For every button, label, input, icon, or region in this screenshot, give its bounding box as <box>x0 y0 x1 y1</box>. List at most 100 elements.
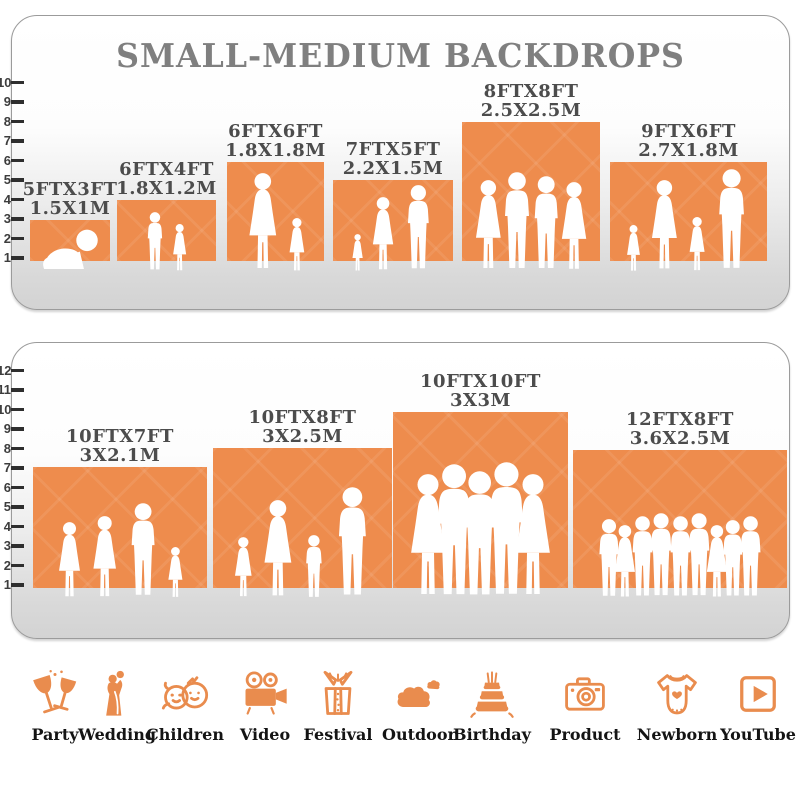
man-silhouette <box>689 513 710 596</box>
category-label: Festival <box>303 725 373 744</box>
bottom-ruler-number: 6 <box>3 479 11 495</box>
people-silhouettes <box>227 173 324 272</box>
category-birthday: Birthday <box>444 668 540 744</box>
backdrop-size-label: 9FTX6FT 2.7X1.8M <box>579 122 799 160</box>
man-silhouette <box>599 519 619 596</box>
top-ruler-tick <box>11 178 24 182</box>
top-ruler-tick <box>11 197 24 202</box>
wedding-icon <box>106 670 124 716</box>
size-feet: 10FTX8FT <box>248 407 357 428</box>
festival-icon <box>323 670 353 715</box>
backdrop-block <box>227 162 324 270</box>
bottom-ruler-number: 10 <box>0 401 12 417</box>
top-ruler-tick <box>11 119 24 124</box>
category-wedding: Wedding <box>69 668 165 744</box>
top-ruler-number: 3 <box>3 211 11 226</box>
woman-silhouette <box>264 499 292 596</box>
category-newborn: Newborn <box>629 668 725 744</box>
bottom-ruler-tick <box>11 407 24 412</box>
top-ruler-tick <box>11 217 24 221</box>
size-meters: 3X3M <box>450 390 511 411</box>
video-icon <box>245 671 287 715</box>
top-ruler-number: 6 <box>3 152 11 168</box>
backdrop-size-label: 7FTX5FT 2.2X1.5M <box>283 140 503 178</box>
size-meters: 2.2X1.5M <box>342 158 444 179</box>
category-label: Video <box>239 725 291 744</box>
newborn-icon <box>657 674 697 715</box>
bottom-ruler-tick <box>11 466 24 470</box>
man-silhouette <box>670 516 691 596</box>
bottom-ruler-tick <box>11 485 24 490</box>
size-feet: 9FTX6FT <box>641 121 736 142</box>
size-meters: 3X2.5M <box>262 426 343 447</box>
size-feet: 10FTX7FT <box>66 426 174 447</box>
product-icon <box>565 677 605 711</box>
bottom-ruler-number: 1 <box>3 577 11 592</box>
bottom-ruler-tick <box>11 368 24 373</box>
people-silhouettes <box>333 185 453 272</box>
size-feet: 6FTX4FT <box>119 159 214 180</box>
people-silhouettes <box>213 487 392 599</box>
top-ruler-tick <box>11 100 24 104</box>
man-silhouette <box>437 463 471 594</box>
man-silhouette <box>338 487 366 595</box>
category-label: YouTube <box>720 725 796 744</box>
category-label: Product <box>549 725 621 744</box>
backdrop-size-label: 8FTX8FT 2.5X2.5M <box>421 82 641 120</box>
backdrop-size-label: 6FTX4FT 1.8X1.2M <box>57 160 277 198</box>
size-meters: 2.5X2.5M <box>480 100 582 121</box>
top-ruler-number: 1 <box>3 250 11 265</box>
people-silhouettes <box>573 513 787 599</box>
woman-silhouette <box>373 196 394 269</box>
woman-silhouette <box>615 524 636 597</box>
category-children: Children <box>137 668 233 744</box>
party-icon <box>33 670 77 714</box>
category-label: Outdoor <box>382 725 456 744</box>
category-product: Product <box>537 668 633 744</box>
backdrop-block <box>33 467 207 597</box>
top-ruler-number: 2 <box>3 230 11 246</box>
bottom-ruler-number: 11 <box>0 382 11 397</box>
outdoor-icon <box>397 680 440 707</box>
backdrop-size-label: 12FTX8FT 3.6X2.5M <box>570 410 790 448</box>
children-icon <box>161 676 209 710</box>
category-youtube: YouTube <box>710 668 800 744</box>
page-title: SMALL-MEDIUM BACKDROPS <box>116 36 685 75</box>
backdrop-size-label: 10FTX10FT 3X3M <box>371 372 591 410</box>
top-ruler-number: 5 <box>3 172 11 187</box>
top-ruler-tick <box>11 256 24 260</box>
backdrop-size-label: 10FTX7FT 3X2.1M <box>10 427 230 465</box>
man-silhouette <box>650 513 672 596</box>
top-ruler-tick <box>11 158 24 163</box>
woman-silhouette <box>249 173 277 269</box>
man-silhouette <box>131 503 155 596</box>
category-label: Birthday <box>453 725 531 744</box>
bottom-ruler-number: 7 <box>3 460 11 475</box>
size-feet: 8FTX8FT <box>483 81 579 102</box>
size-meters: 3.6X2.5M <box>629 428 731 449</box>
category-label: Wedding <box>77 725 157 744</box>
man-silhouette <box>464 470 496 594</box>
category-label: Children <box>146 725 224 744</box>
backdrop-size-label: 10FTX8FT 3X2.5M <box>193 408 413 446</box>
bottom-ruler-tick <box>11 446 24 451</box>
bottom-ruler-tick <box>11 427 24 431</box>
backdrop-block <box>333 180 453 271</box>
category-outdoor: Outdoor <box>371 668 467 744</box>
man-silhouette <box>632 516 653 596</box>
top-ruler-number: 4 <box>3 191 11 207</box>
size-feet: 12FTX8FT <box>626 409 734 430</box>
top-ruler-number: 10 <box>0 74 12 90</box>
youtube-icon <box>740 676 776 712</box>
size-meters: 2.7X1.8M <box>638 140 739 161</box>
backdrop-block <box>573 450 787 597</box>
backdrop-block <box>117 200 216 271</box>
category-video: Video <box>217 668 313 744</box>
bottom-ruler-number: 12 <box>0 362 12 378</box>
backdrop-block <box>213 448 392 597</box>
top-ruler-number: 9 <box>3 94 11 109</box>
man-silhouette <box>535 176 559 269</box>
birthday-icon <box>470 671 514 718</box>
backdrop-block <box>393 412 568 594</box>
